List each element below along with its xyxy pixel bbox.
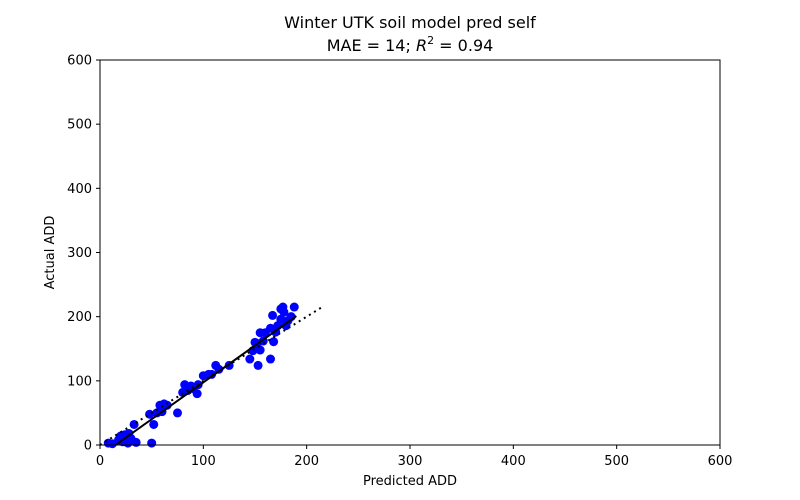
x-tick-label: 200 [294, 454, 319, 469]
data-point [149, 419, 159, 429]
x-tick-label: 600 [708, 454, 733, 469]
y-tick-label: 200 [67, 310, 92, 325]
fit-line [114, 315, 297, 446]
data-point [269, 337, 279, 347]
x-tick-label: 0 [96, 454, 104, 469]
x-tick-label: 400 [501, 454, 526, 469]
data-point [268, 310, 278, 320]
subtitle-r-exponent: 2 [427, 34, 434, 47]
data-point [276, 314, 286, 324]
data-point [289, 302, 299, 312]
data-point [207, 369, 217, 379]
data-point [279, 307, 289, 317]
data-point [253, 360, 263, 370]
y-tick-label: 300 [67, 246, 92, 261]
subtitle-r-symbol: R [416, 36, 427, 55]
x-tick-label: 100 [191, 454, 216, 469]
data-point [192, 389, 202, 399]
data-point [266, 354, 275, 364]
chart-subtitle: MAE = 14; R2 = 0.94 [327, 34, 494, 55]
y-tick-label: 600 [67, 54, 92, 69]
subtitle-r2-value: = 0.94 [434, 36, 493, 55]
x-tick-label: 300 [398, 454, 423, 469]
data-point [131, 437, 141, 447]
plot-frame [99, 59, 721, 446]
y-tick-label: 500 [67, 118, 92, 133]
data-point [129, 419, 139, 429]
identity-line [99, 306, 323, 446]
data-point [147, 438, 157, 448]
y-tick-label: 0 [84, 439, 92, 454]
x-axis-label: Predicted ADD [363, 474, 457, 489]
y-axis-label: Actual ADD [43, 216, 58, 290]
y-tick-label: 100 [67, 374, 92, 389]
subtitle-mae: MAE = 14; [327, 36, 416, 55]
data-point [255, 345, 265, 355]
x-tick-label: 500 [604, 454, 629, 469]
data-point [245, 354, 255, 364]
y-tick-label: 400 [67, 182, 92, 197]
axes: 0 100 200 300 400 500 600 0 100 200 300 400 500 600 [67, 54, 732, 470]
data-point [214, 364, 224, 374]
data-point [173, 408, 182, 418]
chart-title: Winter UTK soil model pred self [284, 13, 536, 32]
